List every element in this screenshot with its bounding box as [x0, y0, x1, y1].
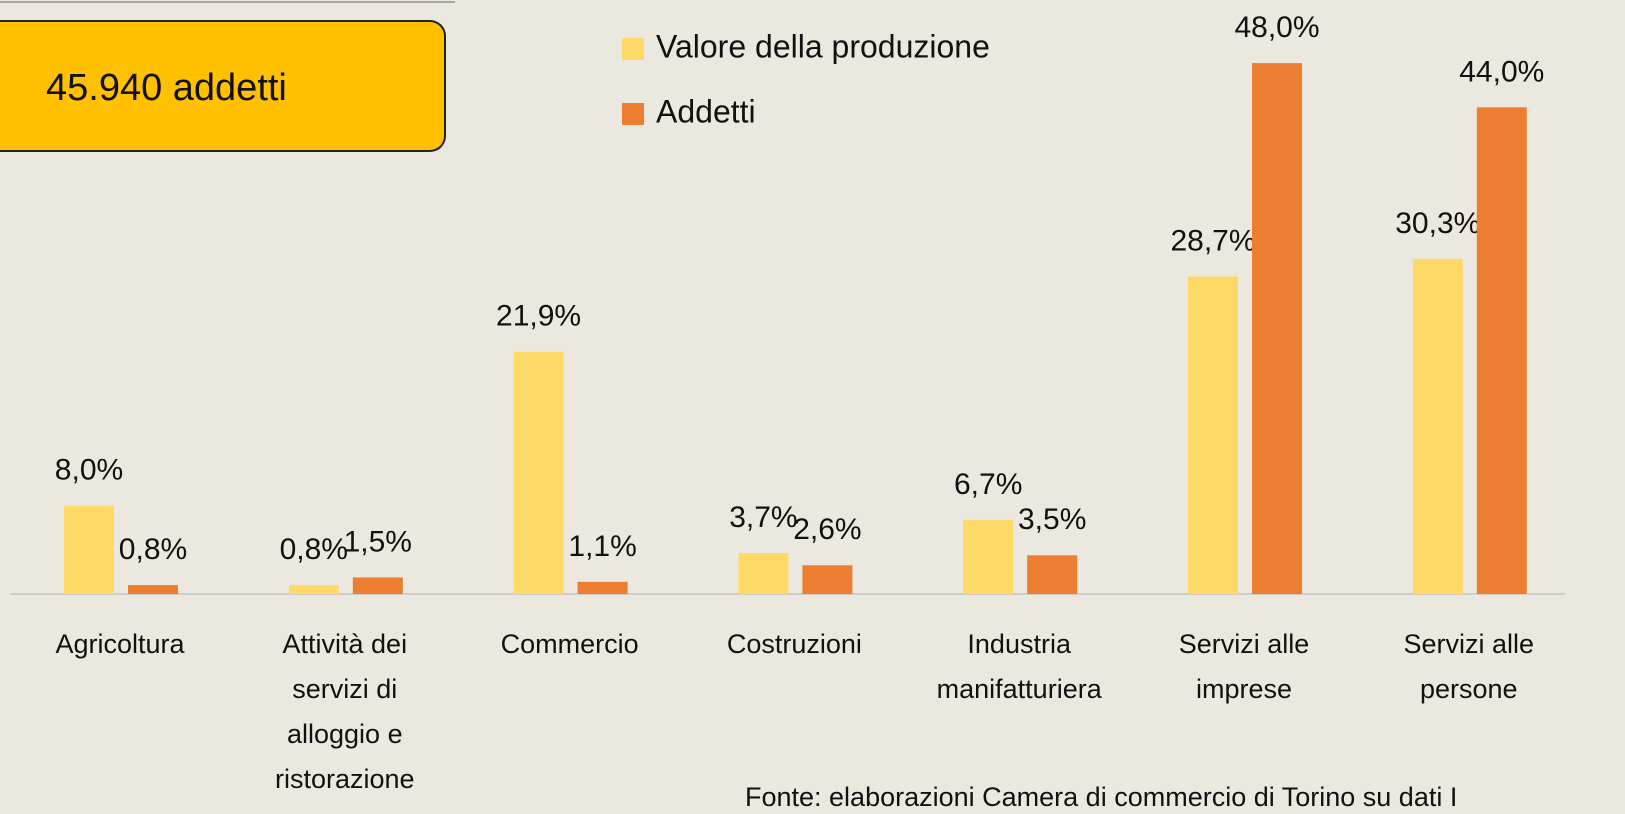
x-tick-label: Commercio [500, 629, 639, 659]
x-tick-label: Industria manifatturiera [936, 629, 1102, 704]
legend-swatch [622, 38, 644, 60]
data-label: 2,6% [793, 513, 861, 546]
bar [1188, 276, 1238, 594]
x-tick-label: Costruzioni [726, 629, 862, 659]
data-label: 6,7% [954, 468, 1022, 501]
source-note: Fonte: elaborazioni Camera di commercio … [745, 782, 1458, 812]
bar [1476, 107, 1527, 595]
legend-swatch [622, 103, 644, 125]
bar [288, 585, 339, 594]
bar [1412, 258, 1463, 594]
data-label: 21,9% [496, 300, 581, 333]
data-label: 48,0% [1234, 11, 1319, 44]
bar [352, 577, 403, 594]
bar [64, 505, 114, 594]
bar [802, 565, 853, 594]
x-tick-label: Agricoltura [55, 629, 185, 659]
data-label: 8,0% [55, 453, 123, 486]
bar [128, 585, 178, 594]
legend-label: Addetti [656, 93, 756, 129]
bar [738, 553, 789, 594]
data-label: 3,7% [729, 501, 797, 534]
data-label: 28,7% [1170, 224, 1255, 257]
x-tick-label: Servizi alle persone [1403, 629, 1535, 704]
data-label: 30,3% [1395, 207, 1480, 240]
annotation-box: 45.940 addetti [0, 20, 446, 152]
bar [1252, 63, 1302, 595]
data-label: 3,5% [1018, 503, 1086, 536]
data-label: 0,8% [280, 533, 348, 566]
bar [963, 519, 1014, 594]
data-label: 1,1% [568, 530, 636, 563]
x-tick-label: Servizi alle imprese [1178, 629, 1310, 704]
data-label: 1,5% [344, 525, 412, 558]
legend-label: Valore della produzione [656, 28, 990, 64]
bar [513, 351, 564, 594]
data-label: 44,0% [1459, 55, 1544, 88]
data-label: 0,8% [119, 533, 187, 566]
x-tick-label: Attività dei servizi di alloggio e risto… [275, 629, 415, 794]
bar [1027, 555, 1078, 594]
bar [577, 581, 628, 594]
